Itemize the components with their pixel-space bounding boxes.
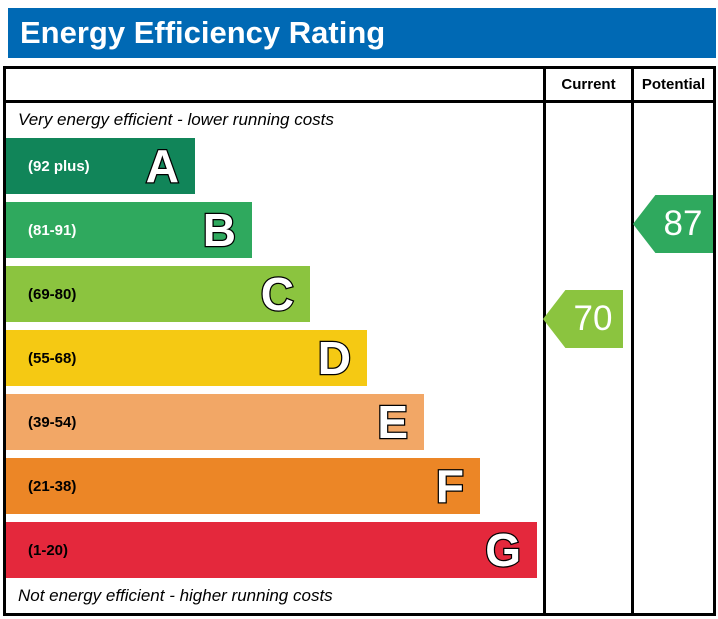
current-rating-value: 70 [573,299,613,338]
band-range-label: (81-91) [28,221,77,239]
band-A: (92 plus) A [6,138,195,194]
band-F: (21-38) F [6,458,480,514]
rating-table: Current Potential Very energy efficient … [3,66,716,616]
potential-column-header: Potential [641,76,706,93]
band-letter: C [260,267,296,322]
potential-rating-value: 87 [663,204,703,243]
potential-column-divider [631,69,634,613]
band-C: (69-80) C [6,266,310,322]
potential-rating-arrow: 87 [633,195,713,253]
band-G: (1-20) G [6,522,537,578]
band-letter: E [376,395,409,450]
band-letter: A [145,139,181,194]
band-B: (81-91) B [6,202,252,258]
bottom-note: Not energy efficient - higher running co… [18,585,333,605]
band-range-label: (55-68) [28,349,77,367]
band-range-label: (21-38) [28,477,77,495]
band-range-label: (69-80) [28,285,77,303]
current-column-header: Current [561,76,616,93]
band-letter: B [202,203,238,258]
top-note: Very energy efficient - lower running co… [18,109,334,129]
band-letter: D [317,331,353,386]
current-column-divider [543,69,546,613]
current-rating-arrow: 70 [543,290,623,348]
band-range-label: (1-20) [28,541,69,559]
band-letter: F [435,459,466,514]
page-title: Energy Efficiency Rating [20,15,386,50]
band-range-label: (39-54) [28,413,77,431]
header-divider [6,100,713,103]
band-letter: G [484,523,522,578]
band-E: (39-54) E [6,394,424,450]
title-bar: Energy Efficiency Rating [8,8,716,58]
band-D: (55-68) D [6,330,367,386]
band-range-label: (92 plus) [28,157,90,175]
